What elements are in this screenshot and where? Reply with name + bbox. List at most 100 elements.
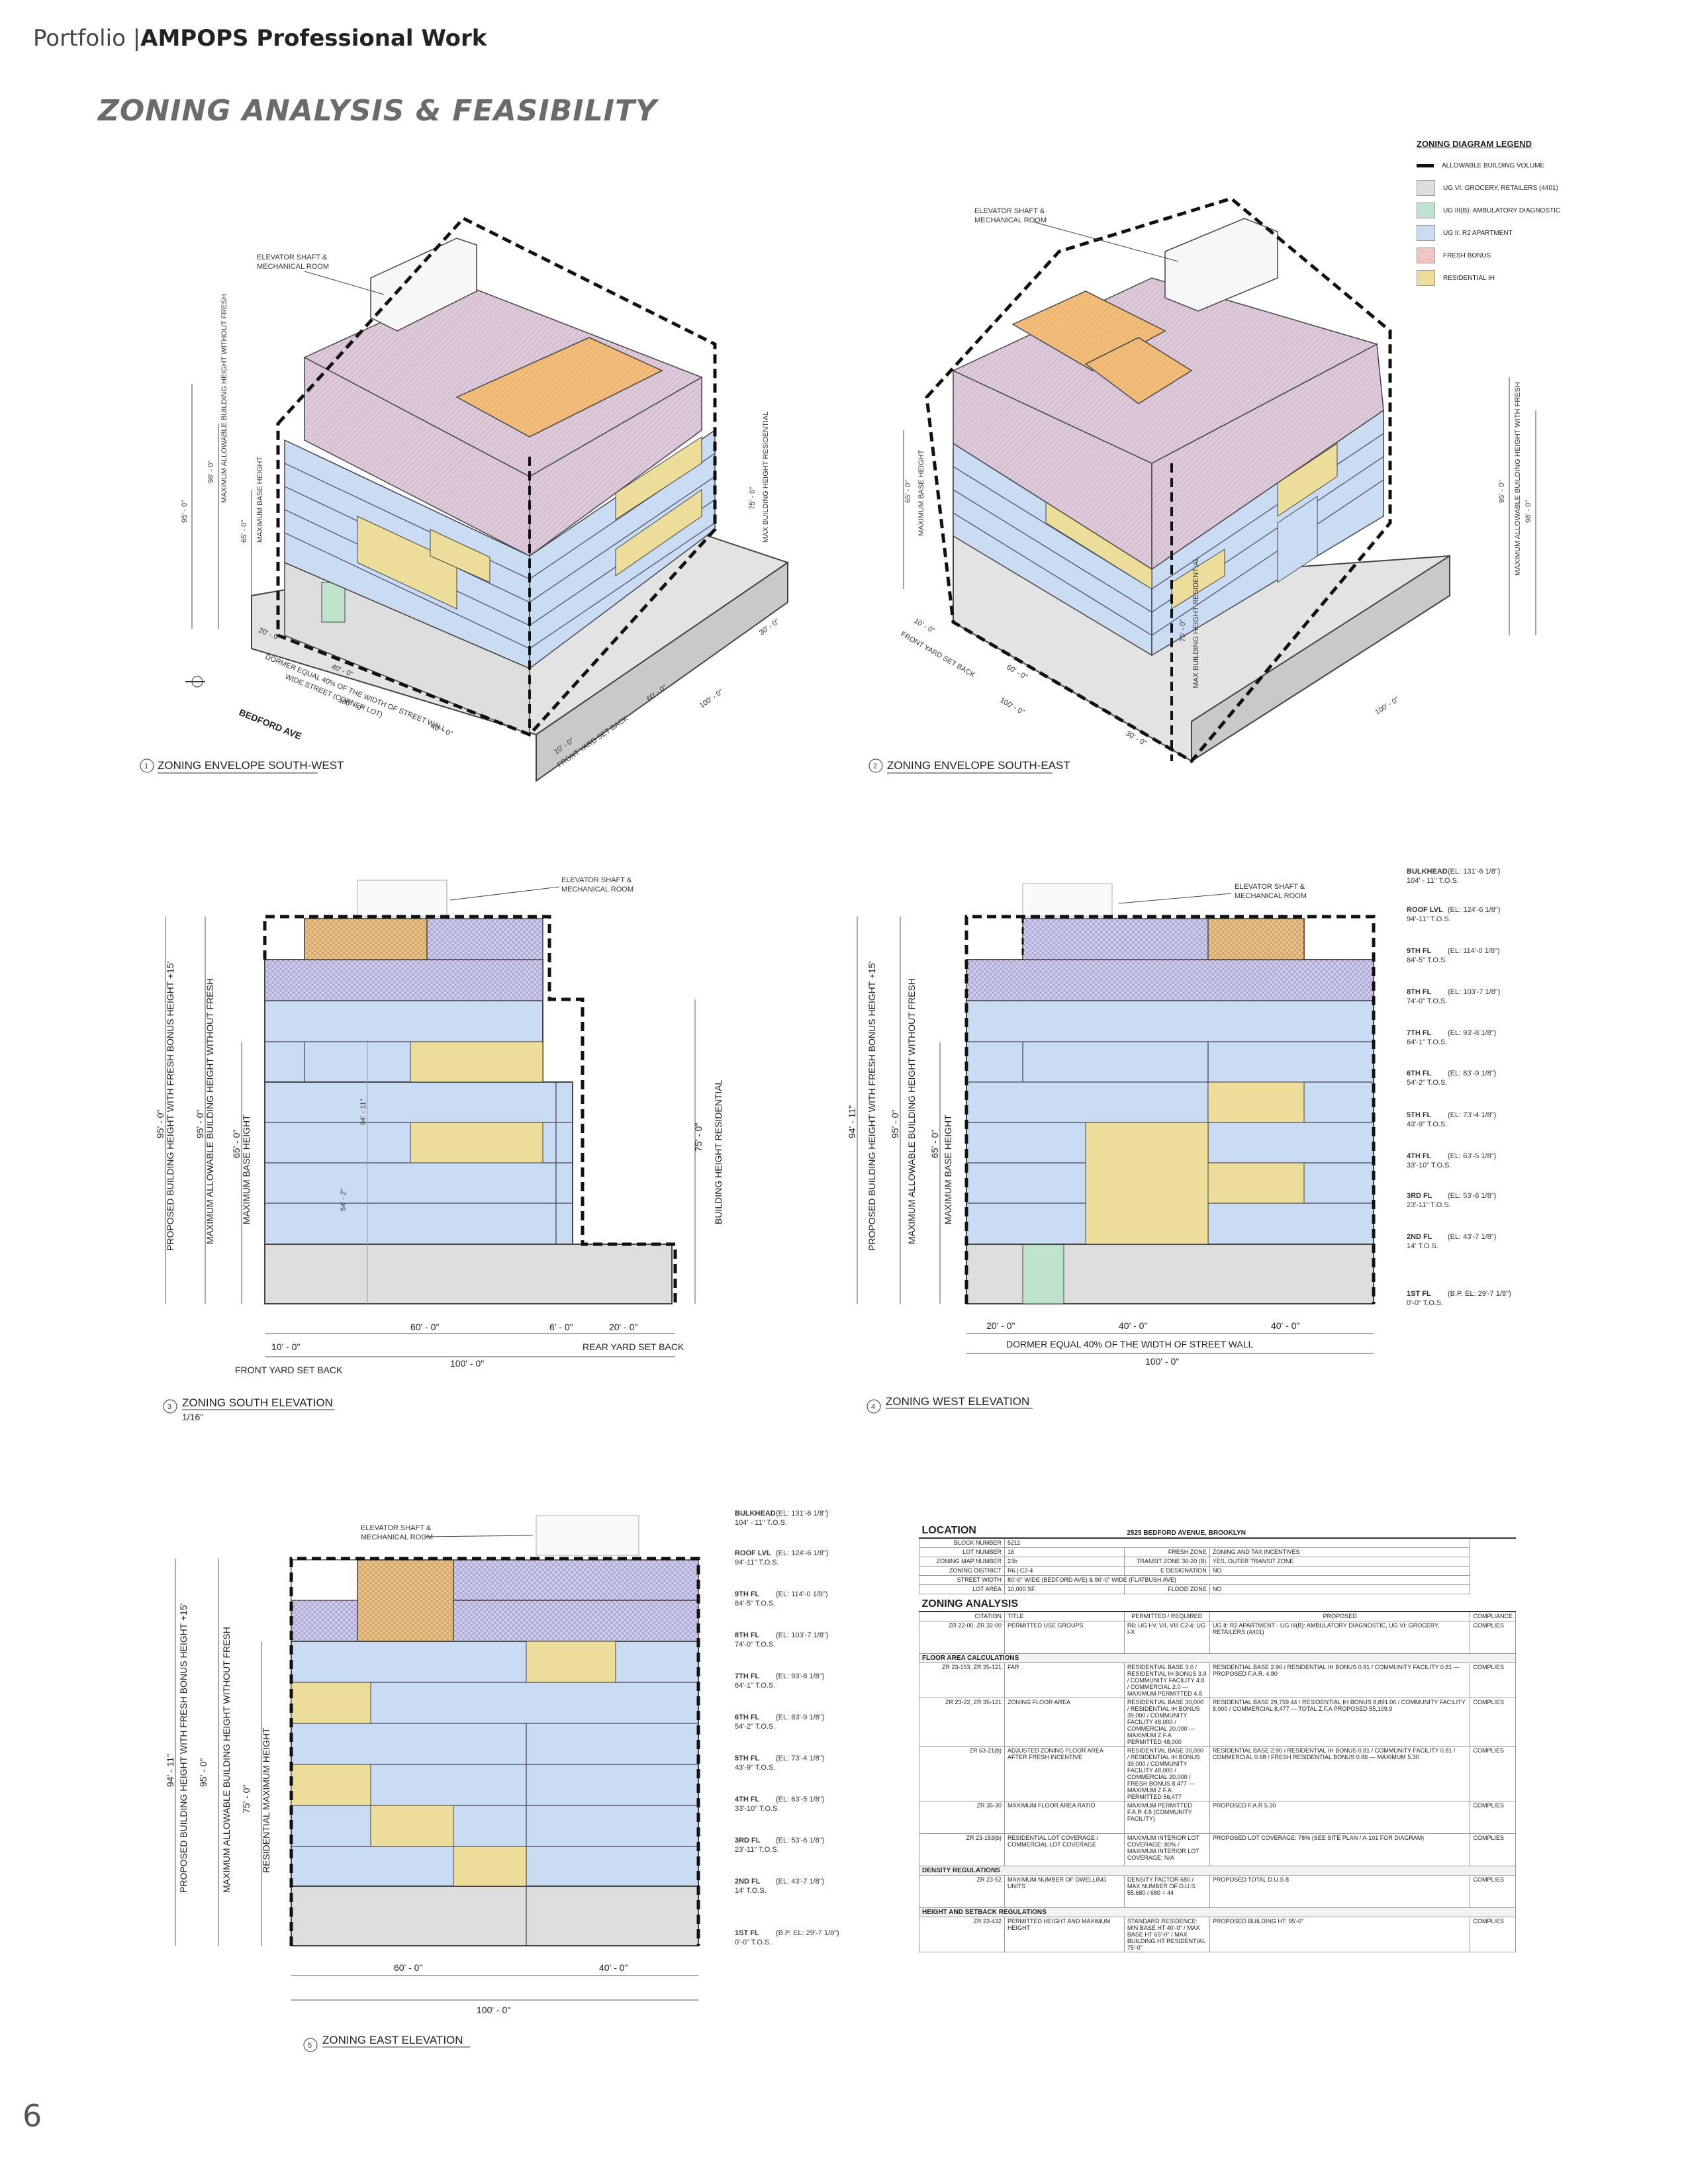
fresh-bonus-floor bbox=[264, 959, 543, 1001]
ih-panel bbox=[1207, 1081, 1305, 1123]
drawing-title: ZONING SOUTH ELEVATION bbox=[182, 1396, 333, 1409]
dim-label: 65' - 0" bbox=[929, 1130, 940, 1158]
level-elevation: (EL: 83'-9 1/8") bbox=[776, 1713, 824, 1721]
drawing-number-bubble bbox=[303, 2038, 318, 2052]
table-row: HEIGHT AND SETBACK REGULATIONS bbox=[919, 1907, 1516, 1917]
dim-label: 20' - 0" bbox=[609, 1322, 637, 1332]
elevator-label: MECHANICAL ROOM bbox=[561, 886, 633, 893]
level-name: 3RD FL bbox=[1407, 1192, 1432, 1200]
dim-label: 95' - 0" bbox=[155, 1110, 165, 1138]
ih-panel bbox=[357, 516, 457, 610]
dim-label: 75' - 0" bbox=[241, 1785, 252, 1813]
dim-note: MAX BUILDING HEIGHT RESIDENTIAL bbox=[762, 412, 770, 543]
ih-panel bbox=[370, 1805, 454, 1847]
col-header: COMPLIANCE bbox=[1470, 1611, 1516, 1621]
drawing-number-bubble bbox=[140, 758, 154, 773]
table-cell: PROPOSED BUILDING HT: 95'-0" bbox=[1209, 1917, 1471, 1952]
ih-panel bbox=[1085, 1122, 1209, 1245]
grocery-swatch bbox=[1417, 180, 1435, 196]
allowable-volume bbox=[964, 915, 1376, 1304]
elevator-bulkhead bbox=[357, 880, 447, 917]
table-row: LOT NUMBER 16 FRESH ZONE ZONING AND TAX INC… bbox=[919, 1547, 1516, 1557]
table-cell: PROPOSED TOTAL D.U.S 8 bbox=[1209, 1875, 1471, 1908]
table-cell: ZR 23-153(b) bbox=[919, 1833, 1005, 1866]
elevator-label: ELEVATOR SHAFT & bbox=[561, 876, 632, 884]
ih-panel bbox=[615, 489, 702, 576]
dim-note: MAXIMUM BASE HEIGHT bbox=[943, 1115, 953, 1224]
table-cell: ZR 23-52 bbox=[919, 1875, 1005, 1908]
level-elevation: (EL: 63'-5 1/8") bbox=[776, 1796, 824, 1803]
elevator-label: MECHANICAL ROOM bbox=[257, 263, 329, 271]
table-row: ZR 35-30 MAXIMUM FLOOR AREA RATIO MAXIMUM … bbox=[919, 1801, 1516, 1834]
table-cell: COMPLIES bbox=[1470, 1833, 1516, 1866]
table-row: DENSITY REGULATIONS bbox=[919, 1866, 1516, 1876]
table-cell: COMPLIES bbox=[1470, 1698, 1516, 1747]
page-header: Portfolio |AMPOPS Professional Work bbox=[33, 25, 487, 52]
dim-label: 54' - 2" bbox=[340, 1189, 348, 1211]
dim-note: FRONT YARD SET BACK bbox=[235, 1365, 343, 1375]
dim-label: 95' - 0" bbox=[198, 1758, 209, 1787]
level-name: 7TH FL bbox=[1407, 1029, 1432, 1037]
header-section: AMPOPS Professional Work bbox=[140, 25, 487, 52]
retail-base bbox=[291, 1886, 699, 1946]
table-cell: RESIDENTIAL BASE 30,000 / RESIDENTIAL IH… bbox=[1123, 1746, 1210, 1801]
section-heading: DENSITY REGULATIONS bbox=[919, 1866, 1516, 1876]
dim-note: DORMER EQUAL 40% OF THE WIDTH OF STREET … bbox=[1006, 1339, 1254, 1349]
zoning-analysis-table: LOCATION 2525 BEDFORD AVENUE, BROOKLYN BL… bbox=[919, 1521, 1516, 1952]
table-cell: COMPLIES bbox=[1470, 1746, 1516, 1801]
legend-item: ALLOWABLE BUILDING VOLUME bbox=[1417, 154, 1642, 177]
col-header: TITLE bbox=[1004, 1611, 1125, 1621]
level-tos: 33'-10" T.O.S. bbox=[1407, 1161, 1452, 1169]
table-cell: FLOOD ZONE bbox=[1123, 1584, 1210, 1594]
level-tos: 23'-11" T.O.S. bbox=[1407, 1201, 1451, 1209]
table-cell: RESIDENTIAL LOT COVERAGE / COMMERCIAL LO… bbox=[1004, 1833, 1125, 1866]
table-cell: 23b bbox=[1004, 1557, 1125, 1567]
retail-base bbox=[264, 1244, 673, 1304]
level-tos: 33'-10" T.O.S. bbox=[735, 1805, 780, 1813]
level-elevation: (EL: 53'-6 1/8") bbox=[1448, 1192, 1496, 1200]
table-cell: STREET WIDTH bbox=[919, 1575, 1005, 1585]
elevator-label: ELEVATOR SHAFT & bbox=[361, 1524, 432, 1532]
ih-panel bbox=[291, 1682, 371, 1724]
elevator-bulkhead bbox=[370, 238, 477, 332]
table-row: ZR 23-52 MAXIMUM NUMBER OF DWELLING UNITS… bbox=[919, 1875, 1516, 1908]
dim-label: 40' - 0" bbox=[1271, 1320, 1299, 1331]
legend-item: UG VI: GROCERY, RETAILERS (4401) bbox=[1417, 177, 1642, 199]
location-title: LOCATION bbox=[919, 1521, 1125, 1539]
dim-note: PROPOSED BUILDING HEIGHT WITH FRESH BONU… bbox=[867, 962, 877, 1251]
level-tags-west-elevation: BULKHEAD (EL: 131'-6 1/8")104' - 11" T.O.… bbox=[1407, 868, 1511, 1307]
drawing-1-envelope-southwest: 95' - 0" 98' - 0" 65' - 0" 75' - 0" MAX … bbox=[140, 216, 790, 782]
table-cell: YES, OUTER TRANSIT ZONE bbox=[1209, 1557, 1471, 1567]
dim-label: 10' - 0" bbox=[271, 1342, 300, 1352]
level-elevation: (EL: 63'-5 1/8") bbox=[1448, 1152, 1496, 1160]
level-tos: 74'-0" T.O.S. bbox=[1407, 997, 1447, 1005]
elevator-label: MECHANICAL ROOM bbox=[361, 1533, 433, 1541]
table-cell: E DESIGNATION bbox=[1123, 1566, 1210, 1576]
legend-label: UG II: R2 APARTMENT bbox=[1443, 229, 1513, 237]
header-divider: | bbox=[132, 25, 141, 52]
table-cell: PROPOSED F.A.R 5.30 bbox=[1209, 1801, 1471, 1834]
table-cell: R6 | C2-4 bbox=[1004, 1566, 1125, 1576]
level-tos: 0'-0" T.O.S. bbox=[1407, 1299, 1443, 1307]
level-elevation: (EL: 93'-8 1/8") bbox=[776, 1672, 824, 1680]
table-cell: COMPLIES bbox=[1470, 1801, 1516, 1834]
dashed-line-swatch bbox=[1417, 163, 1434, 167]
legend-label: RESIDENTIAL IH bbox=[1443, 274, 1495, 282]
table-row: ZR 23-22, ZR 35-121 ZONING FLOOR AREA RESI… bbox=[919, 1698, 1516, 1747]
fresh-bonus-swatch bbox=[1417, 248, 1435, 263]
dim-label: 75' - 0" bbox=[749, 487, 757, 510]
elevator-bulkhead bbox=[1164, 218, 1278, 312]
ambulatory-block bbox=[321, 582, 346, 623]
dim-label: 100' - 0" bbox=[477, 2005, 510, 2015]
table-row: ZR 23-153, ZR 35-121 FAR RESIDENTIAL BASE … bbox=[919, 1662, 1516, 1698]
legend-item: UG III(B): AMBULATORY DIAGNOSTIC bbox=[1417, 199, 1642, 222]
section-heading: FLOOR AREA CALCULATIONS bbox=[919, 1653, 1516, 1663]
dim-label: 100' - 0" bbox=[999, 696, 1026, 717]
drawing-number-bubble bbox=[868, 758, 883, 773]
table-cell: MAXIMUM NUMBER OF DWELLING UNITS bbox=[1004, 1875, 1125, 1908]
level-elevation: (EL: 103'-7 1/8") bbox=[1448, 988, 1500, 996]
dim-label: 94' - 11" bbox=[847, 1105, 857, 1138]
dim-label: 94' - 11" bbox=[359, 1099, 367, 1125]
dim-label: 100' - 0" bbox=[1374, 696, 1401, 717]
dim-note: MAXIMUM ALLOWABLE BUILDING HEIGHT WITHOU… bbox=[221, 1627, 232, 1893]
